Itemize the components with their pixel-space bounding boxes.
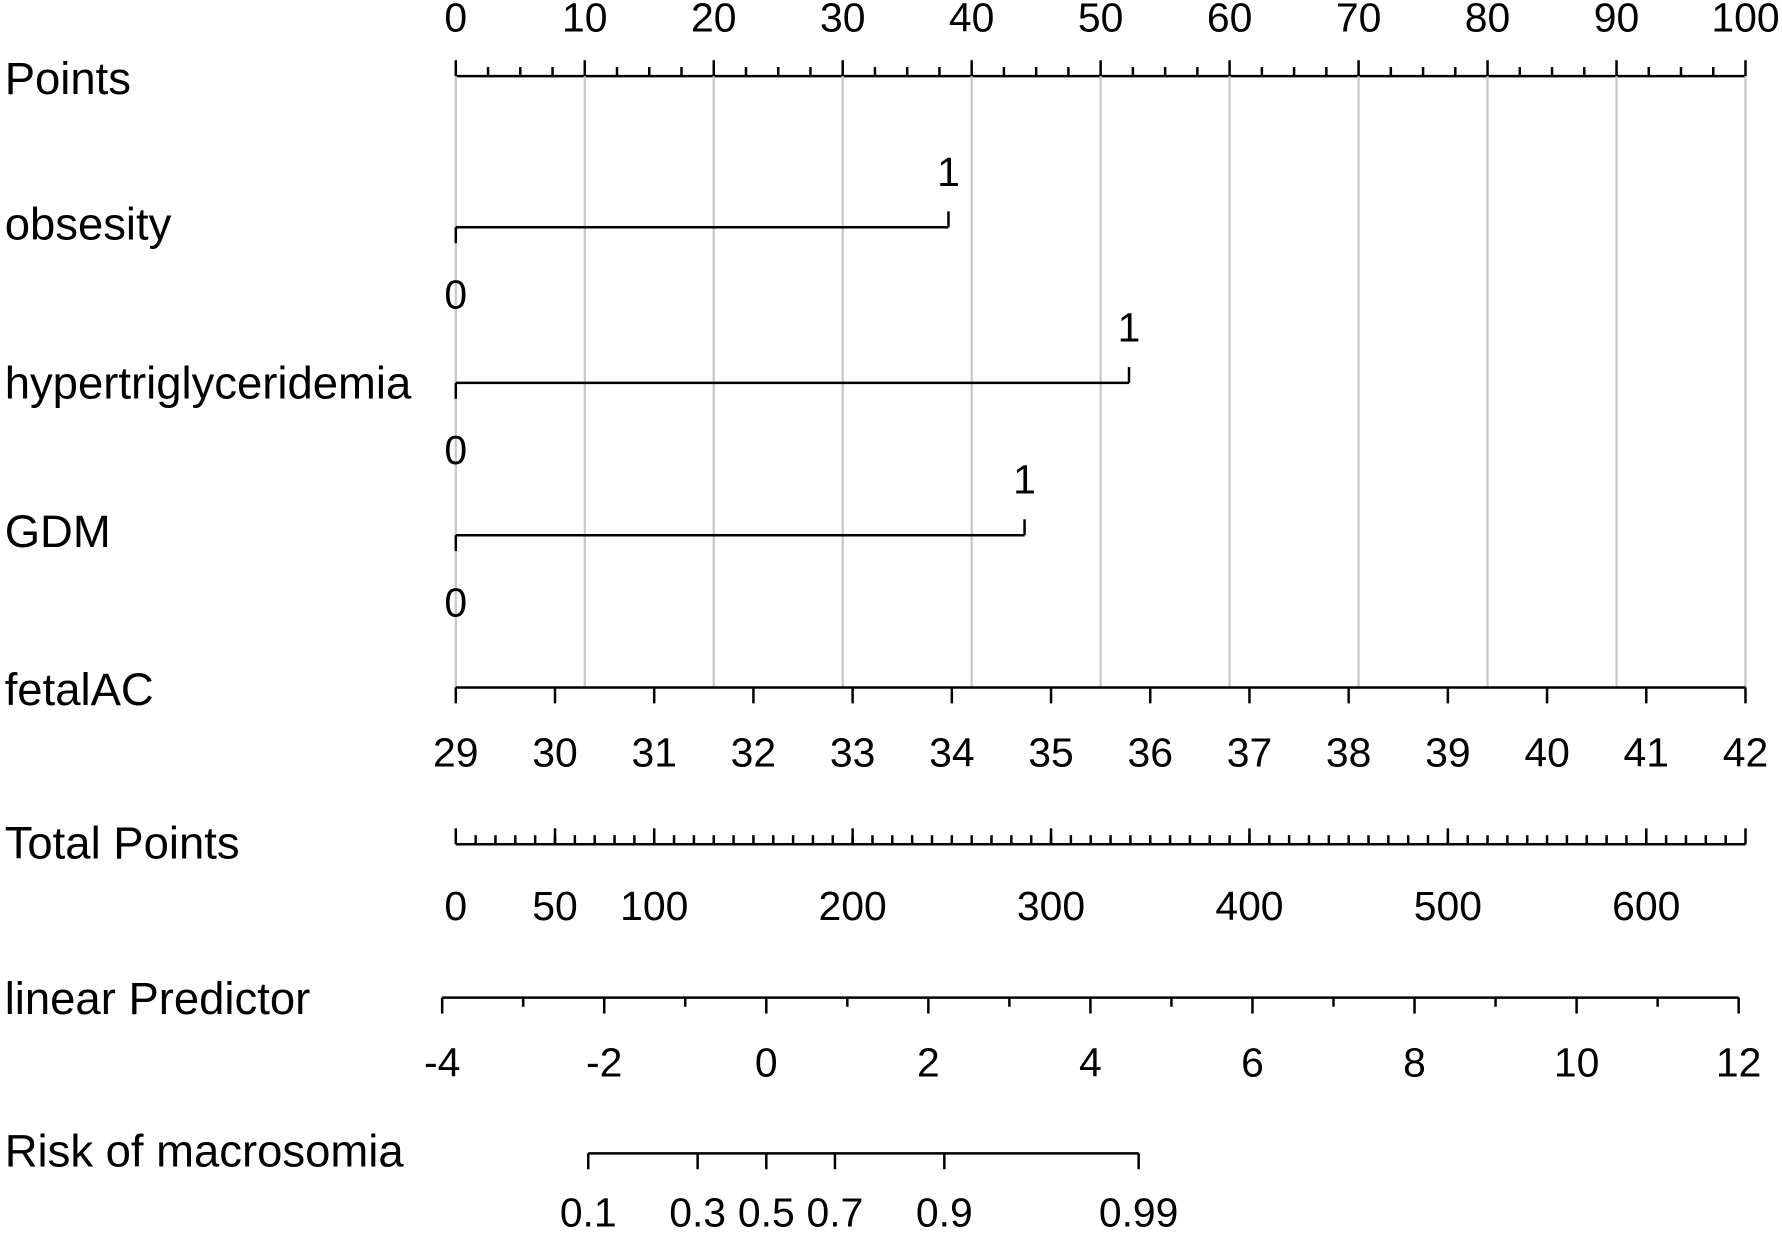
tick-label: 29 (433, 729, 478, 775)
tick-label: 31 (631, 729, 676, 775)
tick-label: 2 (917, 1040, 940, 1086)
level-label: 1 (1013, 457, 1036, 503)
tick-label: 0.1 (560, 1190, 617, 1234)
tick-label: 40 (1524, 729, 1569, 775)
tick-label: -2 (586, 1040, 622, 1086)
level-label: 0 (444, 272, 467, 318)
tick-label: 35 (1028, 729, 1073, 775)
tick-label: 32 (731, 729, 776, 775)
tick-label: 20 (691, 0, 736, 40)
row-label: GDM (5, 506, 111, 557)
tick-label: 100 (620, 883, 688, 929)
tick-label: 80 (1465, 0, 1510, 40)
tick-label: 0.5 (738, 1190, 795, 1234)
tick-label: 0.3 (669, 1190, 726, 1234)
tick-label: 10 (562, 0, 607, 40)
row-label: Total Points (5, 818, 240, 869)
tick-label: 6 (1241, 1040, 1264, 1086)
tick-label: 300 (1017, 883, 1085, 929)
tick-label: 90 (1594, 0, 1639, 40)
tick-label: 42 (1723, 729, 1768, 775)
level-label: 0 (444, 579, 467, 625)
tick-label: 30 (532, 729, 577, 775)
tick-label: 600 (1612, 883, 1680, 929)
level-label: 0 (444, 427, 467, 473)
level-label: 1 (937, 149, 960, 195)
tick-label: 8 (1403, 1040, 1426, 1086)
row-label: fetalAC (5, 664, 154, 715)
tick-label: 400 (1215, 883, 1283, 929)
tick-label: 40 (949, 0, 994, 40)
tick-label: 34 (929, 729, 974, 775)
tick-label: 41 (1624, 729, 1669, 775)
tick-label: 39 (1425, 729, 1470, 775)
tick-label: 4 (1079, 1040, 1102, 1086)
tick-label: 37 (1227, 729, 1272, 775)
tick-label: 30 (820, 0, 865, 40)
tick-label: 500 (1414, 883, 1482, 929)
tick-label: 33 (830, 729, 875, 775)
tick-label: 0 (444, 883, 467, 929)
tick-label: 50 (532, 883, 577, 929)
tick-label: 70 (1336, 0, 1381, 40)
row-label: obsesity (5, 198, 172, 249)
tick-label: 200 (819, 883, 887, 929)
tick-label: 0.99 (1099, 1190, 1179, 1234)
tick-label: 50 (1078, 0, 1123, 40)
tick-label: 0 (755, 1040, 778, 1086)
tick-label: 38 (1326, 729, 1371, 775)
tick-label: 36 (1128, 729, 1173, 775)
row-label: Risk of macrosomia (5, 1125, 405, 1176)
tick-label: 60 (1207, 0, 1252, 40)
tick-label: 0.9 (916, 1190, 973, 1234)
row-label: Points (5, 53, 131, 104)
row-label: linear Predictor (5, 973, 311, 1024)
tick-label: 0.7 (807, 1190, 864, 1234)
row-label: hypertriglyceridemia (5, 357, 412, 408)
level-label: 1 (1118, 304, 1141, 350)
tick-label: 12 (1716, 1040, 1761, 1086)
tick-label: -4 (424, 1040, 460, 1086)
tick-label: 10 (1554, 1040, 1599, 1086)
tick-label: 0 (444, 0, 467, 40)
tick-label: 100 (1711, 0, 1779, 40)
